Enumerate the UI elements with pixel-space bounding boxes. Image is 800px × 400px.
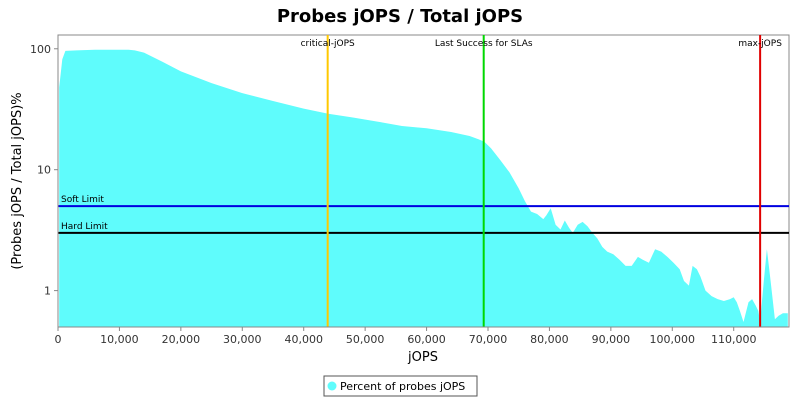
x-axis-label: jOPS <box>407 350 438 365</box>
x-tick-label: 110,000 <box>711 333 757 346</box>
y-tick-label: 100 <box>30 43 51 56</box>
x-tick-label: 10,000 <box>100 333 139 346</box>
y-axis-label: (Probes jOPS / Total jOPS)% <box>10 92 25 269</box>
legend-marker-icon <box>327 381 337 391</box>
x-tick-label: 40,000 <box>284 333 323 346</box>
y-tick-label: 1 <box>44 285 51 298</box>
series-area-0 <box>59 49 788 328</box>
y-axis: 1 10 100 <box>30 35 59 327</box>
legend-swatch <box>327 381 337 391</box>
x-tick-label: 70,000 <box>469 333 508 346</box>
horizontal-marker-label-1: Hard Limit <box>61 222 108 232</box>
plot-area: Soft Limit Hard Limit critical-jOPS Last S… <box>57 34 790 328</box>
series-layer <box>59 49 788 328</box>
vertical-marker-label-1: Last Success for SLAs <box>435 39 533 49</box>
vertical-marker-label-0: critical-jOPS <box>301 39 355 49</box>
legend: Percent of probes jOPS <box>323 375 478 397</box>
x-tick-label: 20,000 <box>162 333 201 346</box>
x-tick-label: 100,000 <box>650 333 696 346</box>
vertical-marker-layer: critical-jOPS Last Success for SLAs max-jO… <box>301 35 782 327</box>
x-tick-label: 30,000 <box>223 333 262 346</box>
x-axis: 0 10,000 20,000 30,000 40,000 50,000 60,000 70,… <box>55 326 789 346</box>
horizontal-marker-label-0: Soft Limit <box>61 195 104 205</box>
y-tick-label: 10 <box>37 164 51 177</box>
horizontal-marker-layer: Soft Limit Hard Limit <box>58 195 789 234</box>
x-tick-label: 80,000 <box>530 333 569 346</box>
x-tick-label: 50,000 <box>346 333 385 346</box>
x-tick-label: 60,000 <box>407 333 446 346</box>
legend-box <box>323 375 478 397</box>
x-tick-label: 90,000 <box>592 333 631 346</box>
legend-entry-label: Percent of probes jOPS <box>340 380 465 393</box>
chart-title: Probes jOPS / Total jOPS <box>277 6 523 27</box>
x-tick-label: 0 <box>55 333 62 346</box>
vertical-marker-label-2: max-jOPS <box>738 39 782 49</box>
